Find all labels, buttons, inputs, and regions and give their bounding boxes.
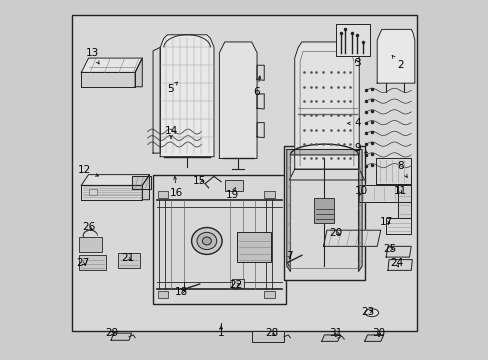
- Bar: [153, 175, 285, 304]
- Ellipse shape: [364, 309, 378, 317]
- Polygon shape: [81, 175, 149, 185]
- Polygon shape: [386, 218, 410, 234]
- Bar: [158, 291, 168, 298]
- Bar: [264, 191, 274, 198]
- Bar: [118, 253, 140, 268]
- Polygon shape: [153, 47, 160, 153]
- Polygon shape: [376, 30, 414, 83]
- Text: 18: 18: [175, 287, 188, 297]
- Polygon shape: [376, 158, 410, 184]
- Bar: [79, 237, 102, 252]
- Bar: [237, 232, 271, 262]
- Text: 11: 11: [393, 186, 407, 197]
- Polygon shape: [257, 123, 264, 138]
- Text: 8: 8: [396, 161, 407, 177]
- Polygon shape: [294, 42, 359, 169]
- Polygon shape: [321, 335, 340, 341]
- Polygon shape: [257, 65, 264, 80]
- Text: 28: 28: [264, 328, 278, 338]
- Text: 7: 7: [285, 251, 292, 261]
- Polygon shape: [81, 185, 142, 200]
- Text: 4: 4: [347, 118, 360, 128]
- Bar: [284, 146, 364, 280]
- Polygon shape: [289, 169, 364, 180]
- Polygon shape: [386, 246, 410, 257]
- Polygon shape: [135, 58, 142, 87]
- Polygon shape: [286, 149, 362, 271]
- Polygon shape: [131, 176, 151, 189]
- Bar: [224, 180, 242, 191]
- Polygon shape: [219, 42, 257, 158]
- Polygon shape: [111, 333, 131, 340]
- Bar: [158, 191, 168, 198]
- Text: 23: 23: [361, 307, 374, 317]
- Polygon shape: [81, 58, 142, 72]
- Text: 3: 3: [353, 58, 360, 68]
- Polygon shape: [160, 35, 214, 157]
- Text: 9: 9: [353, 143, 366, 153]
- Polygon shape: [81, 72, 135, 87]
- Polygon shape: [257, 94, 264, 109]
- Text: 12: 12: [78, 165, 98, 176]
- Text: 31: 31: [328, 328, 342, 338]
- Polygon shape: [359, 185, 410, 202]
- Text: 2: 2: [391, 55, 403, 70]
- Text: 19: 19: [225, 187, 238, 200]
- Polygon shape: [387, 260, 411, 270]
- Text: 22: 22: [228, 280, 242, 290]
- Polygon shape: [323, 230, 380, 246]
- Text: 21: 21: [121, 253, 134, 263]
- Bar: [314, 198, 333, 223]
- Bar: [72, 15, 416, 330]
- Text: 27: 27: [76, 258, 89, 268]
- Text: 24: 24: [389, 258, 403, 268]
- Text: 10: 10: [354, 186, 367, 197]
- Text: 5: 5: [167, 82, 177, 94]
- Bar: [79, 255, 105, 270]
- Bar: [88, 189, 97, 195]
- Text: 17: 17: [379, 217, 392, 227]
- Bar: [251, 331, 284, 342]
- Text: 6: 6: [253, 76, 260, 97]
- Text: 13: 13: [85, 48, 99, 64]
- Ellipse shape: [191, 228, 222, 255]
- Ellipse shape: [202, 237, 211, 245]
- Polygon shape: [364, 335, 383, 341]
- Text: 29: 29: [105, 328, 118, 338]
- Text: 16: 16: [169, 176, 183, 198]
- Bar: [335, 24, 369, 56]
- Text: 30: 30: [372, 328, 385, 338]
- Bar: [231, 279, 244, 288]
- Ellipse shape: [197, 232, 216, 249]
- Text: 1: 1: [218, 326, 224, 338]
- Text: 20: 20: [329, 228, 342, 238]
- Text: 26: 26: [81, 222, 95, 232]
- Polygon shape: [397, 184, 410, 218]
- Bar: [264, 291, 274, 298]
- Text: 15: 15: [193, 176, 206, 186]
- Text: 25: 25: [382, 244, 396, 254]
- Text: 14: 14: [164, 126, 177, 138]
- Polygon shape: [142, 175, 149, 200]
